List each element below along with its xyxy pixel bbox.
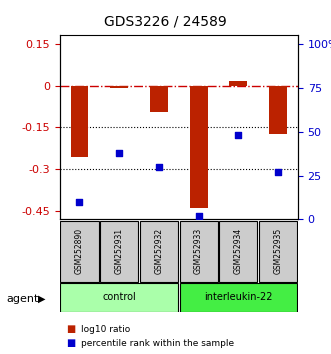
Text: control: control	[102, 292, 136, 302]
Bar	[140, 221, 178, 282]
Bar	[60, 283, 178, 312]
Text: GSM252933: GSM252933	[194, 228, 203, 274]
Point	[275, 169, 281, 175]
Point	[196, 213, 201, 219]
Bar	[269, 86, 287, 135]
Bar	[150, 86, 168, 112]
Bar	[259, 221, 297, 282]
Text: GSM252934: GSM252934	[234, 228, 243, 274]
Text: agent: agent	[7, 294, 39, 304]
Text: interleukin-22: interleukin-22	[204, 292, 272, 302]
Text: GSM252931: GSM252931	[115, 228, 124, 274]
Point	[77, 199, 82, 205]
Point	[117, 150, 122, 156]
Point	[156, 164, 162, 170]
Text: ■: ■	[66, 338, 75, 348]
Point	[236, 132, 241, 138]
Bar	[71, 86, 88, 157]
Text: GDS3226 / 24589: GDS3226 / 24589	[104, 14, 227, 28]
Bar	[100, 221, 138, 282]
Bar	[190, 86, 208, 208]
Text: GSM252935: GSM252935	[273, 228, 283, 274]
Bar	[179, 221, 218, 282]
Text: ▶: ▶	[38, 294, 46, 304]
Bar	[219, 221, 258, 282]
Text: GSM252890: GSM252890	[75, 228, 84, 274]
Bar	[60, 221, 99, 282]
Bar	[229, 81, 247, 86]
Text: log10 ratio: log10 ratio	[81, 325, 130, 334]
Bar	[179, 283, 297, 312]
Text: ■: ■	[66, 324, 75, 334]
Bar	[110, 86, 128, 88]
Text: percentile rank within the sample: percentile rank within the sample	[81, 339, 234, 348]
Text: GSM252932: GSM252932	[154, 228, 164, 274]
